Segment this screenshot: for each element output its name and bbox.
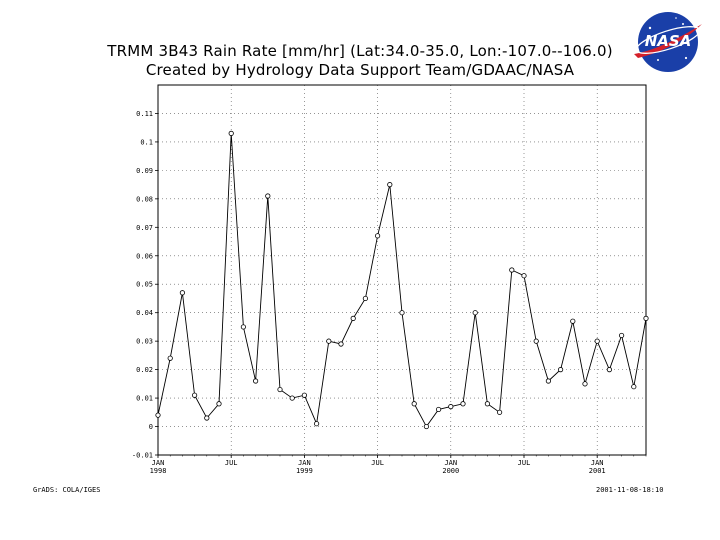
x-tick-label: JUL bbox=[225, 459, 238, 467]
x-tick-year-label: 2000 bbox=[442, 467, 459, 475]
y-tick-label: 0.1 bbox=[140, 138, 153, 146]
data-point bbox=[606, 367, 613, 373]
data-point bbox=[582, 381, 588, 387]
data-point bbox=[643, 315, 649, 321]
logo-text: NASA bbox=[645, 32, 692, 50]
data-point bbox=[289, 395, 295, 401]
series-rain-rate bbox=[155, 130, 649, 430]
data-point bbox=[240, 324, 246, 330]
x-tick-label: JAN bbox=[444, 459, 457, 467]
x-tick-label: JUL bbox=[371, 459, 384, 467]
data-point bbox=[545, 378, 552, 384]
grid-lines bbox=[158, 85, 646, 456]
data-point bbox=[618, 332, 625, 339]
data-point bbox=[192, 392, 198, 398]
data-point bbox=[362, 295, 368, 302]
data-point bbox=[228, 130, 234, 136]
data-point bbox=[350, 315, 356, 321]
data-point bbox=[557, 367, 564, 373]
y-tick-label: 0.02 bbox=[136, 366, 153, 374]
y-tick-label: 0.04 bbox=[136, 309, 153, 317]
data-point bbox=[631, 384, 637, 390]
data-point bbox=[533, 338, 539, 344]
data-point bbox=[399, 310, 405, 316]
y-tick-label: -0.01 bbox=[132, 452, 153, 460]
y-tick-label: 0 bbox=[149, 423, 153, 431]
data-point bbox=[484, 401, 490, 407]
data-point bbox=[313, 421, 320, 427]
y-axis-ticks: -0.01 0 0.01 0.02 0.03 0.04 0.05 0.06 0.07 0.08 0.… bbox=[132, 110, 158, 460]
y-tick-label: 0.07 bbox=[136, 224, 153, 232]
chart-subtitle: Created by Hydrology Data Support Team/G… bbox=[145, 61, 575, 79]
data-point bbox=[301, 392, 307, 398]
data-point bbox=[179, 290, 185, 296]
y-tick-label: 0.01 bbox=[136, 395, 153, 403]
data-point bbox=[435, 406, 442, 413]
y-tick-label: 0.09 bbox=[136, 167, 153, 175]
data-point bbox=[387, 182, 393, 188]
data-point bbox=[411, 401, 417, 407]
x-tick-year-label: 1999 bbox=[296, 467, 313, 475]
data-point bbox=[338, 341, 344, 347]
x-tick-label: JUL bbox=[518, 459, 531, 467]
data-point bbox=[253, 378, 259, 384]
data-point bbox=[496, 409, 503, 415]
data-point bbox=[277, 386, 283, 393]
data-point bbox=[460, 401, 466, 407]
data-point bbox=[265, 193, 271, 199]
data-point bbox=[374, 233, 381, 239]
chart-title: TRMM 3B43 Rain Rate [mm/hr] (Lat:34.0-35… bbox=[107, 42, 613, 60]
y-tick-label: 0.06 bbox=[136, 252, 153, 260]
data-point bbox=[521, 273, 527, 279]
data-point bbox=[448, 404, 454, 410]
data-point bbox=[423, 423, 429, 430]
data-point bbox=[509, 267, 515, 273]
y-tick-label: 0.11 bbox=[136, 110, 153, 118]
data-point bbox=[216, 401, 222, 407]
data-point bbox=[594, 338, 600, 344]
data-point bbox=[155, 412, 161, 418]
y-tick-label: 0.08 bbox=[136, 195, 153, 203]
data-point bbox=[204, 415, 210, 421]
data-point bbox=[570, 318, 576, 324]
footer-credit: GrADS: COLA/IGES bbox=[33, 486, 101, 494]
data-point bbox=[326, 338, 332, 344]
nasa-logo-icon: NASA bbox=[634, 12, 702, 72]
x-tick-label: JAN bbox=[152, 459, 165, 467]
x-tick-label: JAN bbox=[298, 459, 311, 467]
footer-timestamp: 2001-11-08-18:10 bbox=[596, 486, 664, 494]
data-point bbox=[472, 310, 478, 316]
data-point bbox=[167, 355, 173, 361]
x-tick-year-label: 1998 bbox=[150, 467, 167, 475]
y-tick-label: 0.05 bbox=[136, 281, 153, 289]
x-tick-year-label: 2001 bbox=[589, 467, 606, 475]
x-tick-label: JAN bbox=[591, 459, 604, 467]
y-tick-label: 0.03 bbox=[136, 338, 153, 346]
